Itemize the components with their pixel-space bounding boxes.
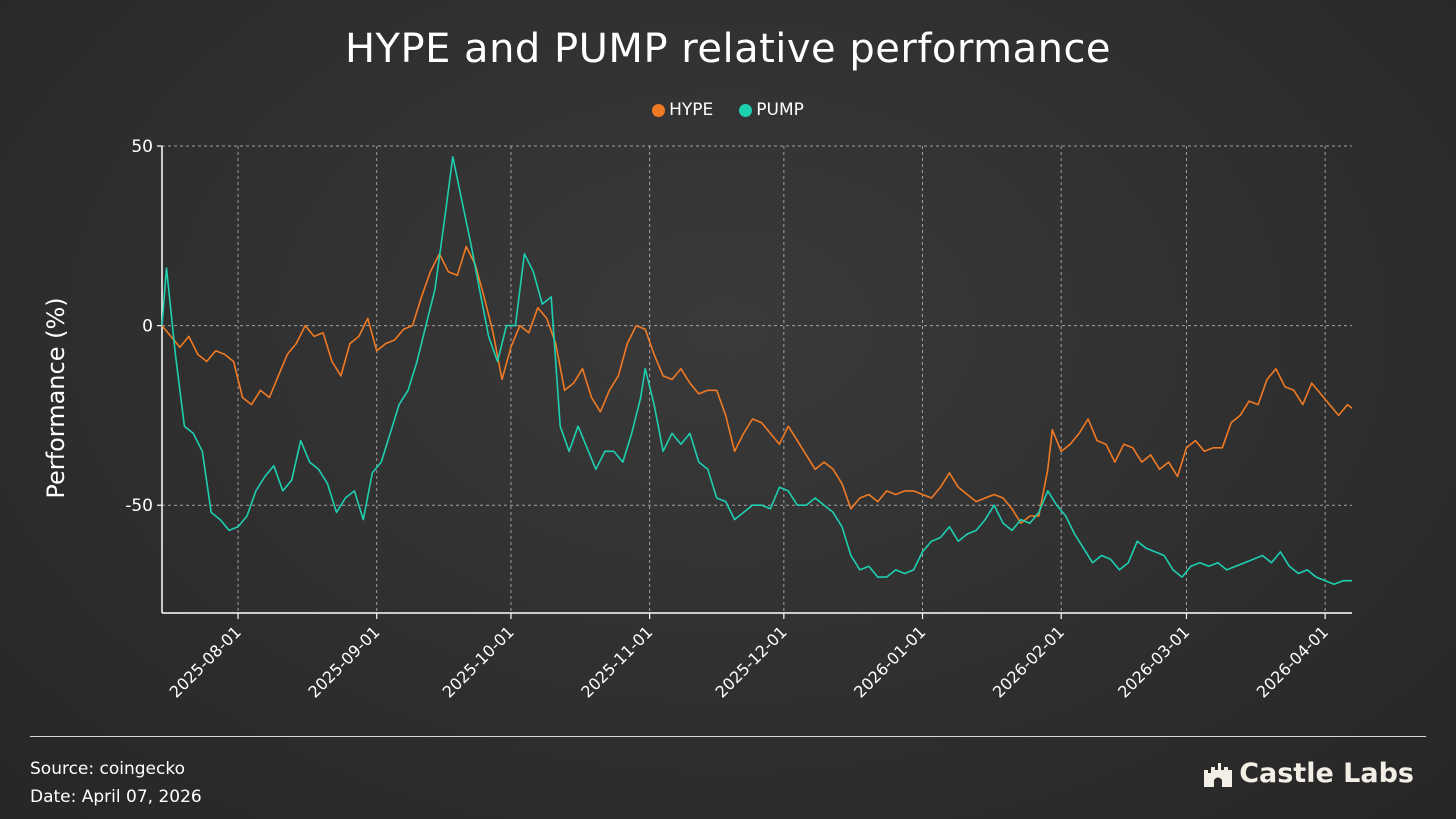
footer-divider bbox=[30, 736, 1426, 737]
legend-item-hype[interactable]: HYPE bbox=[652, 100, 713, 120]
x-tick-label: 2025-10-01 bbox=[439, 622, 518, 701]
date-text: Date: April 07, 2026 bbox=[30, 787, 202, 807]
x-tick-label: 2025-12-01 bbox=[711, 622, 790, 701]
series-line-pump bbox=[161, 156, 1352, 586]
x-tick-label: 2026-02-01 bbox=[989, 622, 1068, 701]
series-line-hype bbox=[161, 245, 1353, 525]
legend-marker-hype bbox=[652, 103, 666, 117]
y-tick-label: 50 bbox=[131, 137, 153, 157]
legend-label-pump: PUMP bbox=[756, 100, 804, 120]
x-tick-label: 2025-11-01 bbox=[577, 622, 656, 701]
chart-title: HYPE and PUMP relative performance bbox=[344, 26, 1112, 72]
source-text: Source: coingecko bbox=[30, 759, 186, 779]
legend: HYPE PUMP bbox=[0, 100, 1456, 120]
legend-item-pump[interactable]: PUMP bbox=[739, 100, 804, 120]
x-tick-label: 2026-01-01 bbox=[850, 622, 929, 701]
footer-info: Source: coingecko Date: April 07, 2026 bbox=[30, 755, 202, 811]
x-tick-label: 2025-08-01 bbox=[166, 622, 245, 701]
x-tick-label: 2025-09-01 bbox=[304, 622, 383, 701]
legend-marker-pump bbox=[739, 103, 753, 117]
x-tick-label: 2026-03-01 bbox=[1114, 622, 1193, 701]
y-tick-label: 0 bbox=[142, 317, 153, 337]
x-tick-label: 2026-04-01 bbox=[1253, 622, 1332, 701]
brand-logo: Castle Labs bbox=[1203, 758, 1414, 789]
castle-icon bbox=[1204, 762, 1233, 787]
line-chart: 50 0 -50 2025-08-01 2025-09-01 2025-10-01 2025… bbox=[125, 137, 1353, 701]
brand-name: Castle Labs bbox=[1239, 758, 1414, 789]
legend-label-hype: HYPE bbox=[669, 100, 714, 120]
y-tick-label: -50 bbox=[125, 496, 153, 516]
